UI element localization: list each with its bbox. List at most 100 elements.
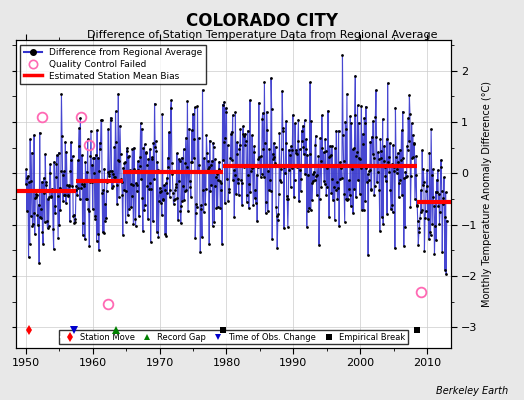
Point	[133, 188, 141, 194]
Point	[429, 166, 437, 172]
Point	[368, 134, 376, 140]
Point	[142, 149, 150, 156]
Point	[143, 183, 151, 189]
Point	[150, 176, 158, 182]
Point	[261, 140, 269, 146]
Point	[155, 198, 163, 204]
Point	[161, 231, 169, 237]
Point	[422, 183, 431, 189]
Point	[60, 192, 69, 198]
Point	[316, 135, 324, 141]
Point	[148, 154, 156, 160]
Point	[63, 182, 71, 188]
Point	[49, 226, 57, 232]
Point	[32, 194, 40, 200]
Point	[324, 108, 332, 114]
Point	[342, 196, 351, 202]
Point	[357, 103, 366, 110]
Point	[275, 191, 283, 197]
Point	[395, 194, 403, 200]
Point	[179, 183, 187, 189]
Point	[327, 189, 335, 196]
Point	[192, 201, 201, 208]
Point	[322, 148, 330, 154]
Point	[432, 177, 441, 183]
Point	[108, 183, 117, 189]
Point	[204, 158, 212, 164]
Point	[252, 186, 260, 193]
Point	[441, 189, 450, 196]
Point	[268, 236, 276, 242]
Point	[130, 144, 138, 151]
Text: Berkeley Earth: Berkeley Earth	[436, 386, 508, 396]
Point	[138, 195, 147, 201]
Point	[100, 165, 108, 172]
Point	[95, 168, 104, 174]
Point	[299, 144, 308, 150]
Point	[92, 238, 101, 244]
Point	[28, 223, 37, 230]
Point	[314, 162, 322, 169]
Point	[406, 204, 414, 211]
Point	[181, 160, 189, 166]
Point	[350, 186, 358, 192]
Point	[417, 209, 425, 215]
Point	[37, 206, 45, 212]
Point	[331, 216, 339, 223]
Point	[48, 188, 57, 194]
Point	[26, 136, 35, 142]
Point	[212, 174, 220, 180]
Point	[372, 134, 380, 140]
Point	[250, 143, 258, 150]
Point	[337, 165, 345, 172]
Point	[302, 136, 310, 142]
Point	[304, 172, 313, 178]
Point	[109, 170, 117, 177]
Point	[136, 154, 144, 160]
Point	[83, 136, 92, 143]
Point	[412, 203, 421, 210]
Point	[139, 228, 147, 234]
Point	[332, 187, 340, 193]
Point	[279, 125, 288, 132]
Point	[89, 206, 97, 213]
Point	[296, 166, 304, 173]
Point	[234, 176, 243, 182]
Point	[106, 168, 114, 174]
Point	[309, 178, 318, 184]
Point	[341, 218, 349, 225]
Point	[436, 208, 444, 215]
Point	[434, 203, 443, 210]
Point	[305, 204, 313, 211]
Point	[403, 146, 412, 153]
Point	[62, 200, 70, 206]
Point	[391, 245, 399, 252]
Point	[296, 146, 304, 152]
Point	[363, 171, 372, 178]
Point	[75, 195, 84, 202]
Point	[125, 206, 134, 212]
Point	[335, 222, 343, 229]
Point	[198, 87, 206, 93]
Point	[59, 197, 67, 204]
Point	[176, 158, 184, 164]
Point	[23, 208, 31, 214]
Point	[267, 75, 275, 81]
Point	[36, 214, 45, 220]
Point	[408, 120, 416, 126]
Point	[237, 177, 245, 183]
Point	[271, 160, 279, 166]
Point	[374, 149, 383, 155]
Point	[85, 242, 93, 249]
Point	[376, 136, 385, 142]
Point	[190, 136, 199, 143]
Point	[157, 188, 166, 194]
Point	[122, 219, 130, 226]
Point	[88, 179, 96, 185]
Point	[324, 154, 333, 160]
Point	[230, 214, 238, 220]
Point	[252, 200, 260, 206]
Point	[266, 188, 275, 194]
Point	[31, 194, 39, 201]
Point	[44, 196, 52, 202]
